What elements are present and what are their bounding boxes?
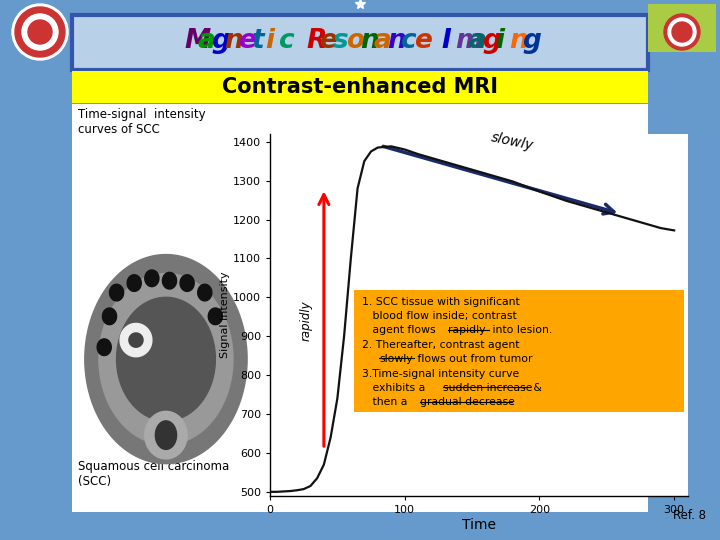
Text: then a: then a — [361, 397, 410, 407]
Text: Contrast-enhanced MRI: Contrast-enhanced MRI — [222, 77, 498, 97]
Text: o: o — [346, 28, 364, 54]
Text: s: s — [333, 28, 348, 54]
Text: c: c — [400, 28, 416, 54]
Text: into lesion.: into lesion. — [489, 325, 552, 335]
Text: m: m — [455, 28, 482, 54]
Text: i: i — [265, 28, 274, 54]
Text: 1. SCC tissue with significant: 1. SCC tissue with significant — [361, 296, 519, 307]
Text: I: I — [441, 28, 451, 54]
Text: &: & — [530, 383, 541, 393]
Text: g: g — [523, 28, 541, 54]
Text: exhibits a: exhibits a — [361, 383, 428, 393]
Polygon shape — [145, 411, 187, 459]
Text: n: n — [387, 28, 406, 54]
Text: slowly: slowly — [490, 130, 535, 153]
Polygon shape — [129, 333, 143, 347]
Text: g: g — [482, 28, 501, 54]
Circle shape — [12, 4, 68, 60]
Polygon shape — [156, 421, 176, 449]
Text: Ref. 8: Ref. 8 — [673, 509, 706, 522]
Text: Time-signal  intensity
curves of SCC: Time-signal intensity curves of SCC — [78, 108, 206, 136]
Text: R: R — [306, 28, 326, 54]
Circle shape — [672, 22, 692, 42]
Polygon shape — [97, 339, 112, 355]
Text: M: M — [184, 28, 210, 54]
Text: a: a — [197, 28, 215, 54]
Polygon shape — [117, 298, 215, 421]
Polygon shape — [99, 274, 233, 444]
Polygon shape — [85, 254, 247, 464]
Circle shape — [28, 20, 52, 44]
Text: sudden increase: sudden increase — [443, 383, 532, 393]
Text: g: g — [211, 28, 230, 54]
Polygon shape — [120, 323, 152, 357]
Text: n: n — [360, 28, 379, 54]
Text: a: a — [469, 28, 486, 54]
Polygon shape — [109, 284, 124, 301]
FancyBboxPatch shape — [72, 104, 648, 512]
Text: 2. Thereafter, contrast agent: 2. Thereafter, contrast agent — [361, 340, 519, 350]
Text: blood flow inside; contrast: blood flow inside; contrast — [361, 311, 516, 321]
X-axis label: Time: Time — [462, 517, 496, 531]
Polygon shape — [127, 275, 141, 292]
Text: n: n — [509, 28, 528, 54]
FancyBboxPatch shape — [72, 71, 648, 103]
Text: e: e — [414, 28, 432, 54]
Polygon shape — [198, 284, 212, 301]
Text: gradual decrease: gradual decrease — [420, 397, 514, 407]
Text: slowly: slowly — [379, 354, 413, 364]
Text: c: c — [279, 28, 294, 54]
Polygon shape — [180, 275, 194, 292]
FancyBboxPatch shape — [354, 289, 683, 412]
Text: a: a — [374, 28, 391, 54]
Text: rapidly: rapidly — [449, 325, 486, 335]
Text: flows out from tumor: flows out from tumor — [414, 354, 532, 364]
Circle shape — [664, 14, 700, 50]
Text: e: e — [238, 28, 256, 54]
Text: t: t — [251, 28, 264, 54]
Text: 3.Time-signal intensity curve: 3.Time-signal intensity curve — [361, 368, 519, 379]
Text: Squamous cell carcinoma
(SCC): Squamous cell carcinoma (SCC) — [78, 460, 229, 488]
Polygon shape — [208, 308, 222, 325]
Circle shape — [668, 18, 696, 46]
FancyBboxPatch shape — [72, 15, 648, 70]
Polygon shape — [145, 270, 159, 287]
Circle shape — [22, 14, 58, 50]
Text: e: e — [320, 28, 338, 54]
Polygon shape — [163, 272, 176, 289]
FancyBboxPatch shape — [648, 4, 716, 52]
Text: i: i — [495, 28, 505, 54]
Y-axis label: Signal Intensity: Signal Intensity — [220, 272, 230, 358]
Polygon shape — [102, 308, 117, 325]
Text: rapidly: rapidly — [300, 300, 313, 341]
Text: agent flows: agent flows — [361, 325, 438, 335]
Text: n: n — [225, 28, 243, 54]
Circle shape — [15, 7, 65, 57]
